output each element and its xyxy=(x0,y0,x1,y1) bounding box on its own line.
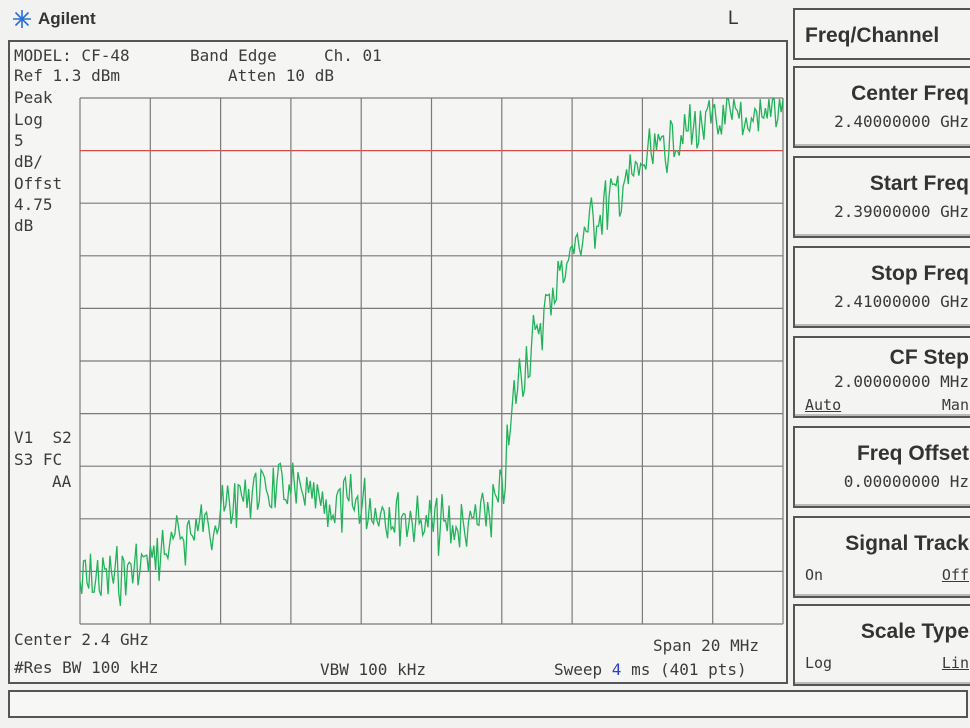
attenuation-label: Atten 10 dB xyxy=(228,66,334,85)
softkey-value: 0.00000000 Hz xyxy=(843,472,969,491)
softkey-freq-offset[interactable]: Freq Offset 0.00000000 Hz xyxy=(793,426,970,508)
signal-track-off-option: Off xyxy=(941,566,969,584)
offset-value-label: 4.75 xyxy=(14,195,53,214)
status-aa: AA xyxy=(52,472,72,491)
message-bar xyxy=(8,690,968,718)
softkey-start-freq[interactable]: Start Freq 2.39000000 GHz xyxy=(793,156,970,238)
vbw-readout: VBW 100 kHz xyxy=(320,660,426,679)
offset-label: Offst xyxy=(14,174,63,193)
channel-label: Ch. 01 xyxy=(324,46,382,65)
softkey-scale-type[interactable]: Scale Type Log Lin xyxy=(793,604,970,686)
band-edge-label: Band Edge xyxy=(190,46,277,65)
local-indicator: L xyxy=(728,8,739,29)
signal-track-on-option: On xyxy=(805,566,824,584)
scale-type-lin-option: Lin xyxy=(941,654,969,672)
span-readout: Span 20 MHz xyxy=(653,636,759,655)
softkey-stop-freq[interactable]: Stop Freq 2.41000000 GHz xyxy=(793,246,970,328)
sweep-readout: Sweep 4 ms (401 pts) xyxy=(554,660,747,679)
softkey-label: Center Freq xyxy=(851,82,969,105)
scale-unit-label: dB/ xyxy=(14,152,43,171)
softkey-center-freq[interactable]: Center Freq 2.40000000 GHz xyxy=(793,66,970,148)
scale-value-label: 5 xyxy=(14,131,24,150)
cf-step-man-option: Man xyxy=(941,396,969,414)
brand-logo: Agilent xyxy=(12,6,96,32)
ref-level-label: Ref 1.3 dBm xyxy=(14,66,120,85)
softkey-label: Stop Freq xyxy=(871,262,969,285)
measurement-display: MODEL: CF-48 Band Edge Ch. 01 Ref 1.3 dB… xyxy=(8,40,788,684)
detector-label: Peak xyxy=(14,88,53,107)
brand-name: Agilent xyxy=(38,9,96,28)
status-s3-fc: S3 FC xyxy=(14,450,63,469)
softkey-label: CF Step xyxy=(889,346,969,369)
scale-mode-label: Log xyxy=(14,110,43,129)
spectrum-trace xyxy=(79,98,784,606)
softkey-value: 2.39000000 GHz xyxy=(834,202,969,221)
softkey-label: Start Freq xyxy=(869,172,969,195)
cf-step-auto-option: Auto xyxy=(805,396,842,414)
menu-title: Freq/Channel xyxy=(793,8,970,60)
rbw-readout: #Res BW 100 kHz xyxy=(14,658,159,677)
softkey-label: Signal Track xyxy=(845,532,969,555)
agilent-spark-icon xyxy=(13,10,31,28)
scale-type-log-option: Log xyxy=(805,654,833,672)
softkey-value: 2.00000000 MHz xyxy=(834,372,969,391)
softkey-cf-step[interactable]: CF Step 2.00000000 MHz Auto Man xyxy=(793,336,970,418)
status-v1-s2: V1 S2 xyxy=(14,428,72,447)
softkey-value: 2.40000000 GHz xyxy=(834,112,969,131)
softkey-signal-track[interactable]: Signal Track On Off xyxy=(793,516,970,598)
softkey-label: Scale Type xyxy=(860,620,969,643)
softkey-label: Freq Offset xyxy=(856,442,969,465)
sweep-time-value: 4 xyxy=(611,660,622,679)
spectrum-graticule xyxy=(79,97,784,625)
model-label: MODEL: CF-48 xyxy=(14,46,130,65)
center-frequency-readout: Center 2.4 GHz xyxy=(14,630,149,649)
softkey-value: 2.41000000 GHz xyxy=(834,292,969,311)
offset-unit-label: dB xyxy=(14,216,34,235)
